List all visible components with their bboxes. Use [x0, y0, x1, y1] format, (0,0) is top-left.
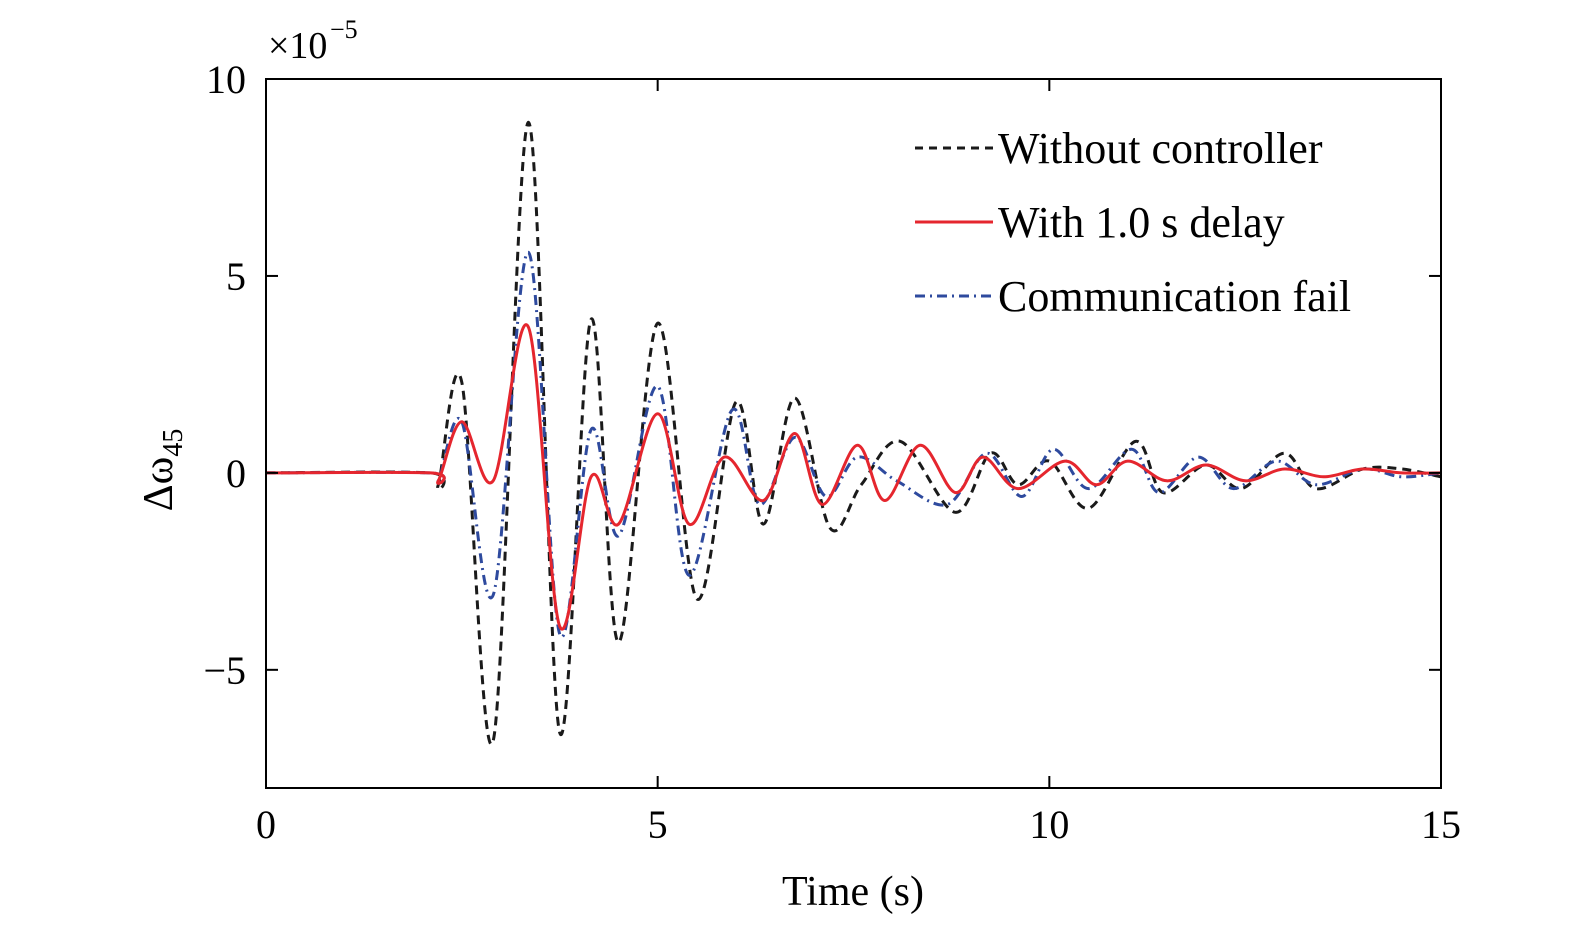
y-tick-label: 10 [206, 57, 246, 102]
legend: Without controller With 1.0 s delay Comm… [915, 124, 1351, 321]
svg-text:Δω45: Δω45 [136, 429, 189, 512]
x-tick-label: 10 [1029, 802, 1069, 847]
y-multiplier-exponent: −5 [330, 15, 358, 44]
y-multiplier-base: ×10 [268, 25, 327, 67]
y-tick-label: −5 [203, 648, 246, 693]
series-line-without-controller [266, 120, 1441, 746]
series-line-with-1-0-s-delay [266, 323, 1441, 631]
y-tick-label: 5 [226, 254, 246, 299]
x-tick-label: 15 [1421, 802, 1461, 847]
legend-label-with-delay: With 1.0 s delay [998, 198, 1285, 247]
y-axis-title: Δω45 [136, 429, 189, 512]
y-axis-subscript: 45 [158, 429, 189, 457]
legend-label-communication-fail: Communication fail [998, 272, 1351, 321]
x-tick-label: 5 [648, 802, 668, 847]
y-tick-label: 0 [226, 451, 246, 496]
plot-frame [265, 78, 1442, 789]
y-axis-symbol: Δω [136, 457, 182, 512]
x-axis-title: Time (s) [782, 869, 924, 915]
x-tick-label: 0 [256, 802, 276, 847]
legend-label-without-controller: Without controller [998, 124, 1323, 173]
